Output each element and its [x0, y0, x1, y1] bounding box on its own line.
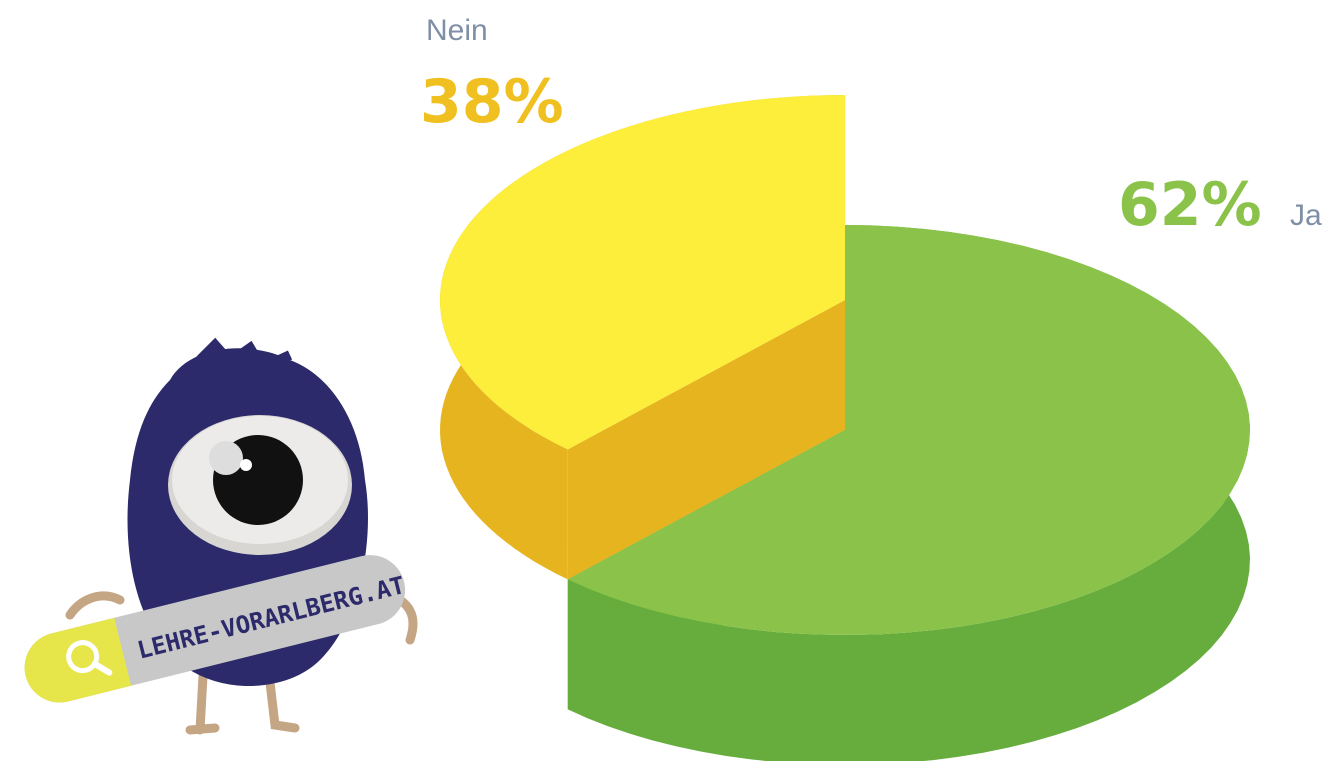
mascot: LEHRE-VORARLBERG.AT	[24, 337, 418, 735]
slice	[440, 95, 845, 450]
category-label: Nein	[426, 14, 488, 47]
value-label: 62%	[1118, 170, 1262, 240]
pie	[440, 95, 1250, 761]
slice-cut-face	[567, 300, 845, 580]
category-label: Ja	[1290, 199, 1322, 232]
slice	[567, 225, 1250, 635]
value-label: 38%	[420, 67, 564, 137]
